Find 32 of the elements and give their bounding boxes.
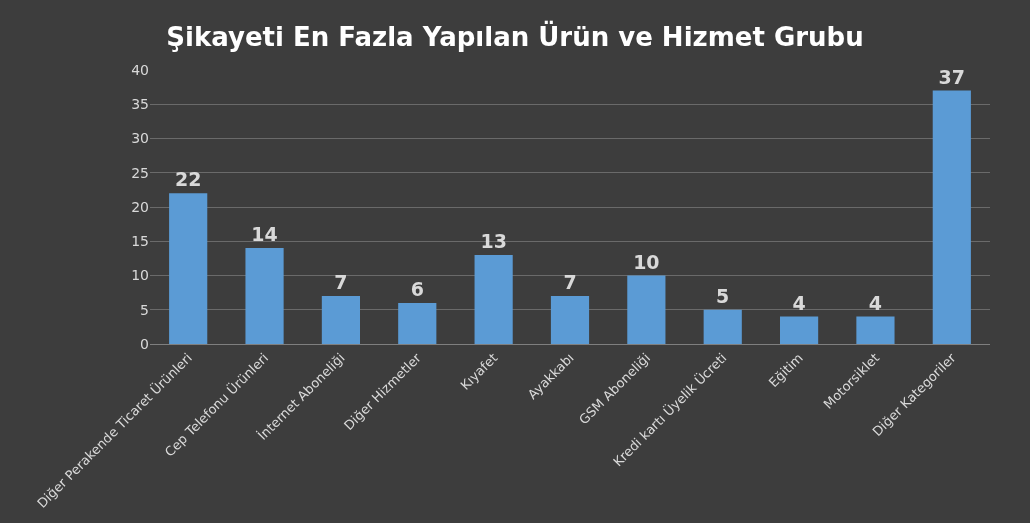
bar [856, 316, 895, 344]
y-tick-label: 15 [131, 233, 149, 250]
bar [321, 296, 360, 344]
bar [703, 309, 742, 344]
bar [780, 316, 819, 344]
y-tick-label: 20 [131, 198, 149, 215]
data-label: 7 [334, 271, 348, 294]
y-tick-label: 5 [140, 301, 149, 318]
data-label: 4 [868, 291, 883, 314]
bar [932, 90, 971, 344]
chart-title: Şikayeti En Fazla Yapılan Ürün ve Hizmet Grubu [166, 19, 864, 52]
data-label: 7 [563, 271, 577, 294]
data-label: 4 [792, 291, 806, 314]
bar [169, 193, 208, 344]
bar [245, 248, 284, 344]
data-label: 22 [174, 168, 202, 191]
data-label: 5 [716, 284, 730, 307]
bar [398, 302, 437, 344]
bar [627, 275, 666, 344]
y-tick-label: 40 [131, 61, 149, 78]
y-tick-label: 10 [131, 267, 149, 284]
y-tick-label: 30 [131, 130, 149, 147]
data-label: 14 [251, 223, 278, 246]
data-label: 6 [410, 277, 424, 300]
bar [550, 296, 590, 344]
y-tick-label: 25 [131, 164, 149, 181]
data-label: 37 [938, 65, 966, 88]
bar [474, 254, 513, 344]
data-label: 13 [480, 229, 507, 252]
y-tick-label: 35 [131, 96, 149, 113]
y-tick-label: 0 [140, 335, 149, 352]
data-label: 10 [633, 250, 660, 273]
